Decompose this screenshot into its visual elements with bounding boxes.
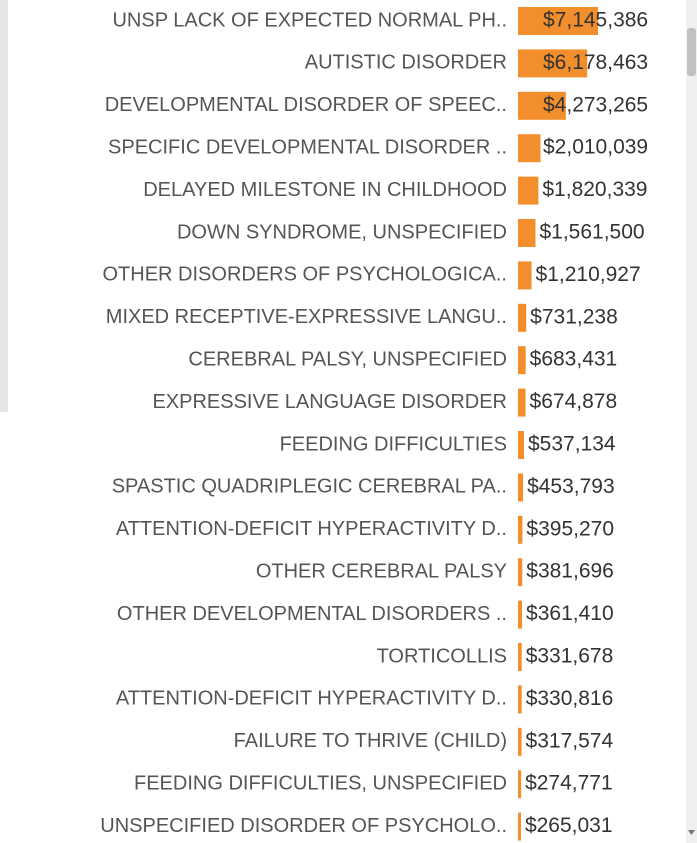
category-label: UNSP LACK OF EXPECTED NORMAL PH.. xyxy=(112,9,507,31)
category-label: AUTISTIC DISORDER xyxy=(305,52,507,74)
category-label: FEEDING DIFFICULTIES, UNSPECIFIED xyxy=(134,772,507,794)
value-label: $381,696 xyxy=(526,560,614,583)
rows: UNSP LACK OF EXPECTED NORMAL PH.. $7,145,… xyxy=(100,7,648,841)
category-label: UNSPECIFIED DISORDER OF PSYCHOLO.. xyxy=(100,815,507,837)
value-label: $7,145,386 xyxy=(543,9,648,32)
bar xyxy=(518,558,523,587)
bar xyxy=(518,685,522,714)
bar xyxy=(518,261,532,290)
bar xyxy=(518,643,522,671)
bar xyxy=(518,473,524,502)
value-label: $2,010,039 xyxy=(543,136,648,159)
bar xyxy=(518,134,541,163)
value-label: $6,178,463 xyxy=(543,51,648,74)
value-label: $265,031 xyxy=(525,814,613,837)
category-label: ATTENTION-DEFICIT HYPERACTIVITY D.. xyxy=(116,688,507,710)
category-label: FAILURE TO THRIVE (CHILD) xyxy=(234,730,507,752)
value-label: $361,410 xyxy=(526,602,614,625)
bar xyxy=(518,346,526,375)
value-label: $453,793 xyxy=(527,475,615,498)
value-label: $395,270 xyxy=(526,517,614,540)
value-label: $674,878 xyxy=(530,390,618,413)
scrollbar-thumb[interactable] xyxy=(687,28,696,76)
category-label: MIXED RECEPTIVE-EXPRESSIVE LANGU.. xyxy=(106,306,507,328)
bar xyxy=(518,176,539,205)
category-label: FEEDING DIFFICULTIES xyxy=(280,433,507,455)
value-label: $1,210,927 xyxy=(536,263,641,286)
category-label: ATTENTION-DEFICIT HYPERACTIVITY D.. xyxy=(116,518,507,540)
scrollbar-track[interactable] xyxy=(686,0,697,843)
category-label: OTHER CEREBRAL PALSY xyxy=(256,560,507,582)
bar xyxy=(518,388,526,417)
value-label: $1,820,339 xyxy=(542,178,647,201)
value-label: $1,561,500 xyxy=(539,221,644,244)
category-label: DELAYED MILESTONE IN CHILDHOOD xyxy=(143,179,507,201)
category-label: DOWN SYNDROME, UNSPECIFIED xyxy=(177,221,507,243)
bar xyxy=(518,303,527,332)
bar xyxy=(518,727,522,756)
value-label: $330,816 xyxy=(526,687,614,710)
bar xyxy=(518,600,523,629)
category-label: SPECIFIC DEVELOPMENTAL DISORDER .. xyxy=(108,136,507,158)
value-label: $731,238 xyxy=(530,305,618,328)
category-label: OTHER DEVELOPMENTAL DISORDERS .. xyxy=(117,603,507,625)
category-label: EXPRESSIVE LANGUAGE DISORDER xyxy=(152,391,507,413)
bar xyxy=(518,219,536,247)
value-label: $274,771 xyxy=(525,772,613,795)
category-label: DEVELOPMENTAL DISORDER OF SPEEC.. xyxy=(105,94,507,116)
value-label: $4,273,265 xyxy=(543,93,648,116)
value-label: $331,678 xyxy=(526,645,614,668)
bar xyxy=(518,770,522,799)
bar xyxy=(518,91,566,120)
left-strip xyxy=(0,0,8,412)
value-label: $683,431 xyxy=(530,348,618,371)
value-label: $317,574 xyxy=(526,729,614,752)
category-label: OTHER DISORDERS OF PSYCHOLOGICA.. xyxy=(102,264,507,286)
scroll-down-arrow[interactable] xyxy=(688,830,695,835)
category-label: TORTICOLLIS xyxy=(377,645,507,667)
bar xyxy=(518,431,525,459)
bar xyxy=(518,49,588,78)
bar xyxy=(518,7,598,35)
category-label: CEREBRAL PALSY, UNSPECIFIED xyxy=(188,348,507,370)
category-label: SPASTIC QUADRIPLEGIC CEREBRAL PA.. xyxy=(112,476,507,498)
value-label: $537,134 xyxy=(528,433,616,456)
bar xyxy=(518,812,521,841)
bar xyxy=(518,515,523,544)
